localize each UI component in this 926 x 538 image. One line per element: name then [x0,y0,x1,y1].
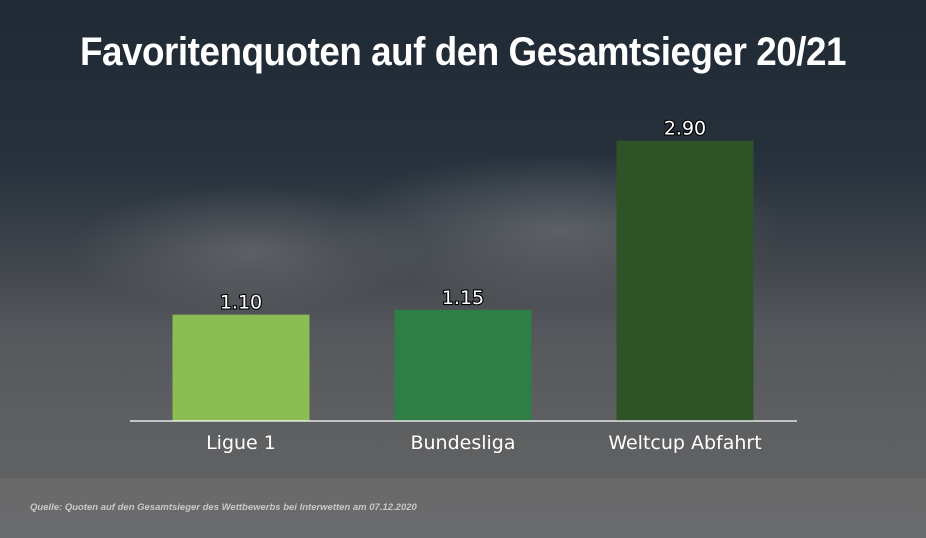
chart-title: Favoritenquoten auf den Gesamtsieger 20/… [80,30,846,74]
source-footer: Quelle: Quoten auf den Gesamtsieger des … [0,478,926,538]
value-label: 1.15 [442,287,484,309]
value-labels-group: 1.10 1.15 2.90 [219,117,708,315]
value-label: 1.10 [220,292,262,314]
bars-group [172,140,754,421]
category-label: Bundesliga [410,432,515,454]
bar-weltcup-abfahrt [616,140,754,421]
value-label: 2.90 [664,118,706,140]
category-label: Ligue 1 [206,432,276,454]
category-labels-group: Ligue 1 Bundesliga Weltcup Abfahrt [206,432,762,454]
bar-bundesliga [394,309,532,421]
source-note: Quelle: Quoten auf den Gesamtsieger des … [30,502,417,513]
category-label: Weltcup Abfahrt [608,432,761,454]
bar-ligue-1 [172,314,310,421]
